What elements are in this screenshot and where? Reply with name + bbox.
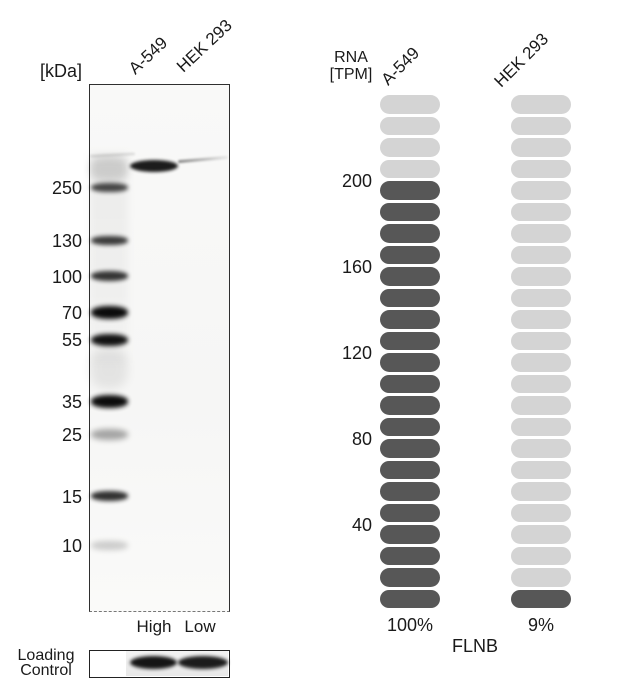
tpm-tick-40: 40	[351, 515, 372, 535]
pill-segment	[511, 568, 571, 587]
marker-label-70: 70	[61, 303, 82, 323]
pill-segment	[380, 525, 440, 544]
expression-label-low: Low	[184, 617, 216, 636]
pill-segment	[511, 417, 571, 436]
pill-segment	[511, 116, 571, 135]
pill-segment	[380, 267, 440, 286]
marker-band-70	[91, 306, 128, 319]
marker-band-130	[91, 236, 128, 245]
loading-control-label: Loading Control	[8, 647, 84, 679]
gene-name-label: FLNB	[451, 636, 498, 656]
marker-band-25	[91, 429, 128, 440]
pill-column-a549	[380, 95, 440, 612]
tpm-tick-80: 80	[351, 429, 372, 449]
pill-segment	[380, 138, 440, 157]
marker-label-100: 100	[51, 267, 82, 287]
pill-segment	[511, 482, 571, 501]
tpm-tick-200: 200	[341, 171, 372, 191]
marker-label-130: 130	[51, 231, 82, 251]
loading-control-line1: Loading	[17, 647, 75, 664]
target-band-a549	[130, 160, 178, 172]
pill-segment	[380, 95, 440, 114]
tpm-tick-160: 160	[341, 257, 372, 277]
marker-label-250: 250	[51, 178, 82, 198]
pill-segment	[380, 310, 440, 329]
percent-label-hek293: 9%	[527, 615, 554, 635]
pill-segment	[511, 439, 571, 458]
pill-segment	[511, 353, 571, 372]
pill-segment	[511, 525, 571, 544]
pill-segment	[511, 224, 571, 243]
rna-axis-title: RNA [TPM]	[326, 49, 376, 83]
pill-segment	[380, 417, 440, 436]
pill-segment	[511, 460, 571, 479]
pill-segment	[511, 396, 571, 415]
rna-column-label-a549: A-549	[377, 43, 424, 89]
pill-column-hek293	[511, 95, 571, 612]
pill-segment	[511, 202, 571, 221]
ladder-smear-55-35	[90, 349, 128, 389]
pill-segment	[511, 245, 571, 264]
pill-segment	[511, 181, 571, 200]
pill-segment	[380, 568, 440, 587]
marker-band-55	[91, 334, 128, 346]
pill-segment	[511, 546, 571, 565]
pill-segment	[380, 288, 440, 307]
loading-control-band-high	[130, 656, 177, 669]
target-band-hek293-faint	[177, 155, 229, 163]
loading-control-line2: Control	[20, 661, 72, 679]
blot-lane-label-a549: A-549	[125, 33, 172, 78]
pill-segment	[511, 138, 571, 157]
loading-control-blot	[89, 650, 230, 678]
pill-segment	[380, 374, 440, 393]
expression-label-high: High	[136, 617, 172, 636]
pill-segment	[380, 546, 440, 565]
pill-segment	[511, 374, 571, 393]
marker-band-15	[91, 491, 128, 501]
blot-image	[89, 84, 230, 612]
rna-axis-title-line2: [TPM]	[329, 66, 373, 83]
pill-segment	[380, 245, 440, 264]
kda-unit-label: [kDa]	[39, 61, 82, 81]
pill-segment	[511, 310, 571, 329]
pill-segment	[380, 224, 440, 243]
percent-label-a549: 100%	[386, 615, 434, 635]
pill-segment	[511, 503, 571, 522]
pill-segment	[380, 159, 440, 178]
blot-lane-label-hek293: HEK 293	[173, 15, 236, 76]
marker-band-10	[91, 541, 128, 550]
pill-segment	[380, 116, 440, 135]
pill-segment	[380, 181, 440, 200]
pill-segment	[380, 439, 440, 458]
pill-segment	[380, 460, 440, 479]
marker-label-15: 15	[61, 487, 82, 507]
rna-column-label-hek293: HEK 293	[490, 29, 553, 92]
marker-band-100	[91, 271, 128, 281]
pill-segment	[380, 503, 440, 522]
pill-segment	[511, 159, 571, 178]
pill-segment	[511, 288, 571, 307]
pill-segment	[511, 331, 571, 350]
marker-band-35	[91, 395, 128, 408]
rna-axis-title-line1: RNA	[334, 49, 368, 66]
pill-segment	[380, 482, 440, 501]
pill-segment	[380, 396, 440, 415]
pill-segment	[380, 353, 440, 372]
pill-segment	[380, 202, 440, 221]
loading-control-band-low	[178, 656, 228, 669]
pill-segment	[511, 95, 571, 114]
tpm-tick-120: 120	[341, 343, 372, 363]
pill-segment	[380, 589, 440, 608]
pill-segment	[380, 331, 440, 350]
ladder-smear-above-250	[90, 157, 128, 181]
marker-label-10: 10	[61, 536, 82, 556]
marker-label-25: 25	[61, 425, 82, 445]
marker-label-55: 55	[61, 330, 82, 350]
pill-segment	[511, 267, 571, 286]
marker-band-250	[91, 183, 128, 192]
marker-label-35: 35	[61, 392, 82, 412]
pill-segment	[511, 589, 571, 608]
